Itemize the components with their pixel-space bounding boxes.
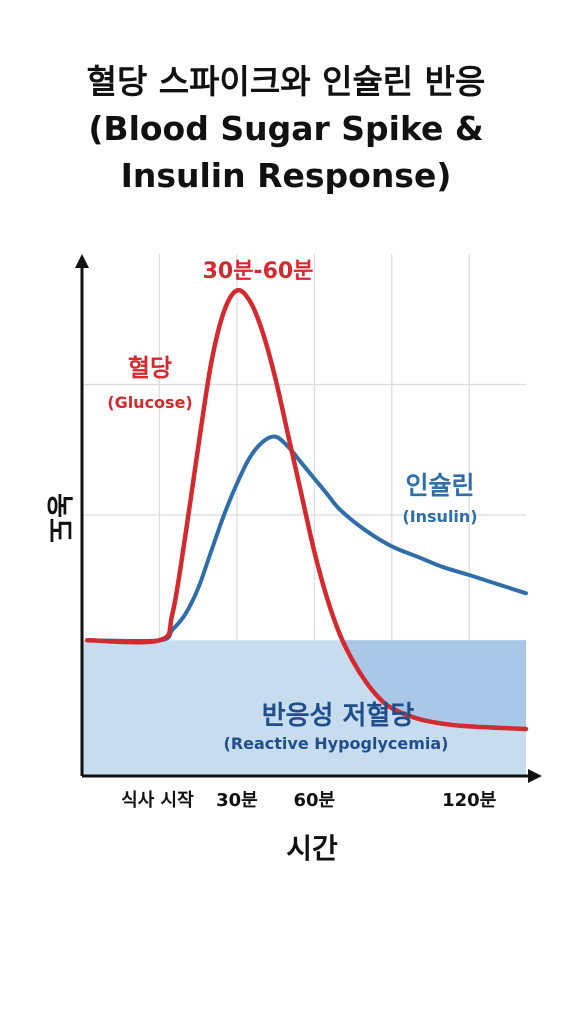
title-line-3: Insulin Response)	[120, 156, 452, 195]
x-tick-label-0: 식사 시작	[121, 790, 194, 811]
x-axis-arrow	[528, 769, 542, 783]
x-tick-label-3: 120분	[442, 790, 496, 811]
glucose-series-name-en: (Glucose)	[107, 393, 192, 412]
x-tick-label-2: 60분	[293, 790, 335, 811]
glucose-line	[84, 287, 529, 732]
title-line-2: (Blood Sugar Spike &	[88, 109, 484, 148]
glucose-series-name: 혈당	[128, 354, 172, 382]
hypoglycemia-label-en: (Reactive Hypoglycemia)	[224, 734, 449, 753]
hypoglycemia-label: 반응성 저혈당	[262, 701, 415, 731]
x-axis-label: 시간	[286, 832, 338, 865]
insulin-line	[85, 434, 528, 644]
y-axis-arrow	[75, 254, 89, 268]
x-tick-label-1: 30분	[216, 790, 258, 811]
y-axis-label: 농도	[43, 493, 74, 543]
hypoglycemia-overlap-region	[340, 635, 526, 729]
x-tick-labels: 식사 시작 30분 60분 120분	[121, 790, 496, 811]
insulin-series-name: 인슐린	[405, 471, 474, 500]
title-line-1: 혈당 스파이크와 인슐린 반응	[86, 62, 486, 101]
insulin-series-name-en: (Insulin)	[402, 507, 477, 526]
glucose-peak-label: 30분-60분	[203, 259, 314, 284]
chart-title: 혈당 스파이크와 인슐린 반응 (Blood Sugar Spike & Ins…	[0, 58, 572, 199]
